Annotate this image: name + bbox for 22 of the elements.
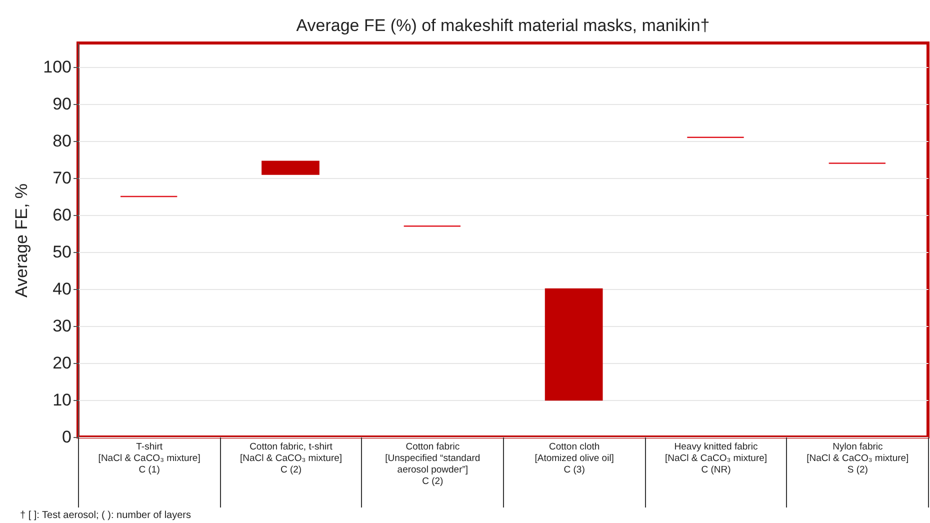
x-tick-label: Cotton cloth [Atomized olive oil] C (3) <box>534 442 614 476</box>
chart-title: Average FE (%) of makeshift material masks, manikin† <box>296 16 710 35</box>
y-tick-label: 70 <box>52 168 72 188</box>
x-tick-label: T-shirt [NaCl & CaCO₃ mixture] C (1) <box>98 442 200 476</box>
text: † [ ]: Test aerosol; ( ): number of layers <box>20 510 191 521</box>
y-tick-label: 0 <box>62 428 72 446</box>
y-tick-label: 80 <box>52 132 72 151</box>
y-tick-label: 90 <box>52 94 72 114</box>
x-tick-label: Nylon fabric [NaCl & CaCO₃ mixture] S (2) <box>806 442 909 476</box>
y-tick-label: 100 <box>43 58 72 77</box>
y-tick-label: 50 <box>52 242 72 262</box>
y-tick-label: 40 <box>52 280 72 299</box>
y-tick-label: 30 <box>52 316 72 336</box>
y-axis-title: Average FE, % <box>12 183 32 298</box>
y-tick-label: 60 <box>52 206 72 225</box>
x-tick-label: Cotton fabric, t-shirt [NaCl & CaCO₃ mixture] C (2) <box>240 442 342 476</box>
y-tick-label: 20 <box>52 354 72 373</box>
y-tick-label: 10 <box>52 390 72 410</box>
x-tick-label: Cotton fabric [Unspecified “standard aerosol powder”] C (2) <box>385 442 480 487</box>
bar <box>544 288 603 401</box>
x-tick-label: Heavy knitted fabric [NaCl & CaCO₃ mixture] C (NR) <box>664 442 768 476</box>
bar <box>262 160 320 175</box>
